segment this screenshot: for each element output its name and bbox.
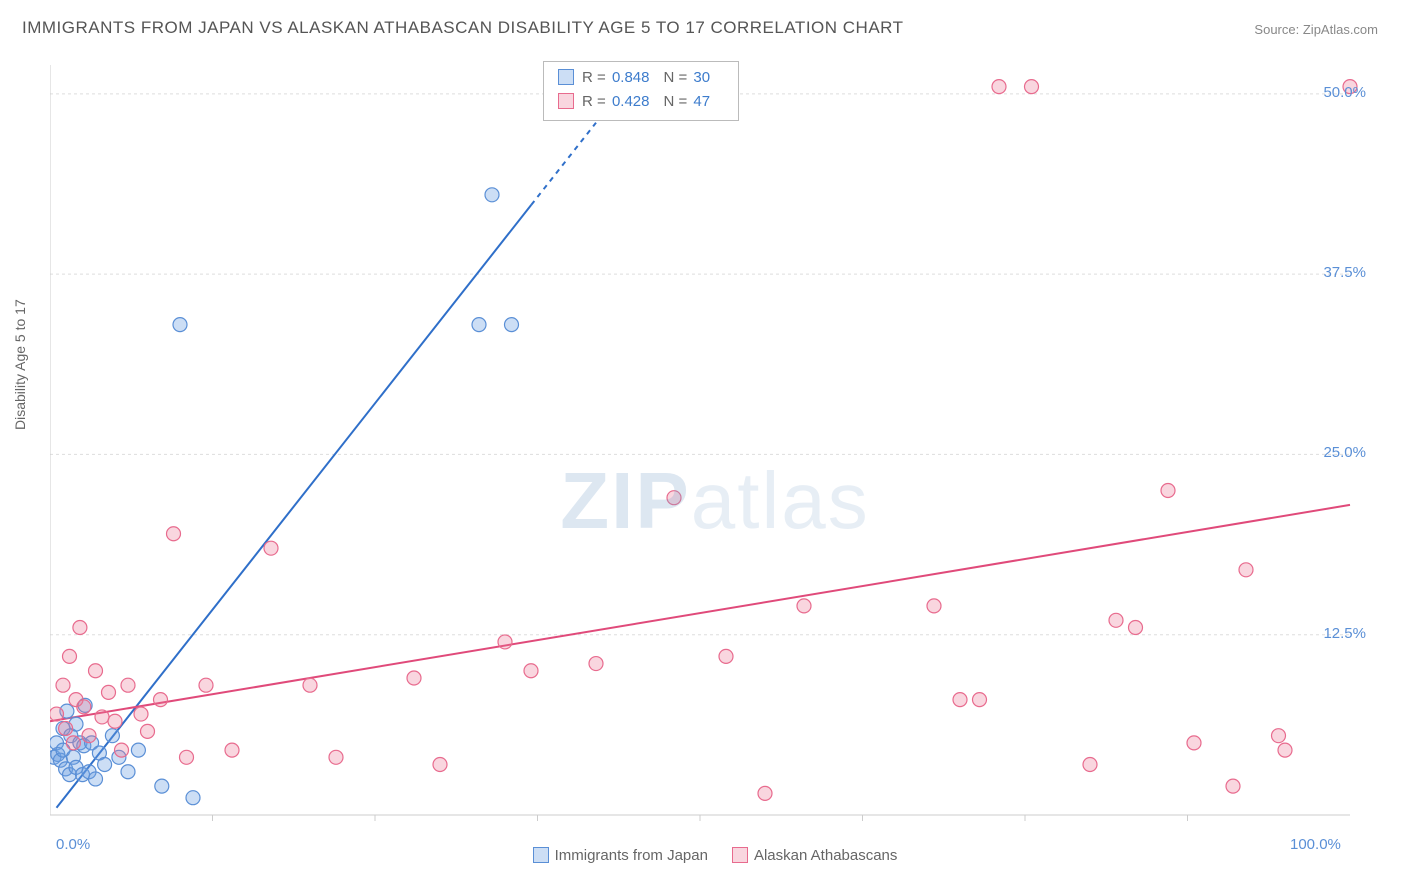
y-axis-label: Disability Age 5 to 17 [12,299,28,430]
y-tick-label: 50.0% [1323,84,1366,101]
y-tick-label: 25.0% [1323,444,1366,461]
r-value: 0.848 [612,69,650,86]
legend-label: Immigrants from Japan [555,847,708,864]
correlation-stats-box: R = 0.848 N = 30 R = 0.428 N = 47 [543,61,739,121]
chart-title: IMMIGRANTS FROM JAPAN VS ALASKAN ATHABAS… [22,18,904,38]
source-label: Source: [1254,22,1299,37]
legend-label: Alaskan Athabascans [754,847,897,864]
r-label: R = [582,93,606,110]
n-label: N = [663,93,687,110]
legend: Immigrants from Japan Alaskan Athabascans [0,847,1406,864]
stats-row: R = 0.428 N = 47 [558,90,724,114]
legend-swatch-icon [732,847,748,863]
series-swatch-icon [558,69,574,85]
n-label: N = [663,69,687,86]
scatter-plot-svg [50,55,1380,825]
y-tick-label: 37.5% [1323,264,1366,281]
source-link[interactable]: ZipAtlas.com [1303,22,1378,37]
y-tick-label: 12.5% [1323,625,1366,642]
source-attribution: Source: ZipAtlas.com [1254,22,1378,37]
n-value: 30 [693,69,710,86]
legend-swatch-icon [533,847,549,863]
r-value: 0.428 [612,93,650,110]
r-label: R = [582,69,606,86]
stats-row: R = 0.848 N = 30 [558,66,724,90]
chart-area: ZIPatlas 12.5%25.0%37.5%50.0%0.0%100.0% [50,55,1380,825]
n-value: 47 [693,93,710,110]
series-swatch-icon [558,93,574,109]
